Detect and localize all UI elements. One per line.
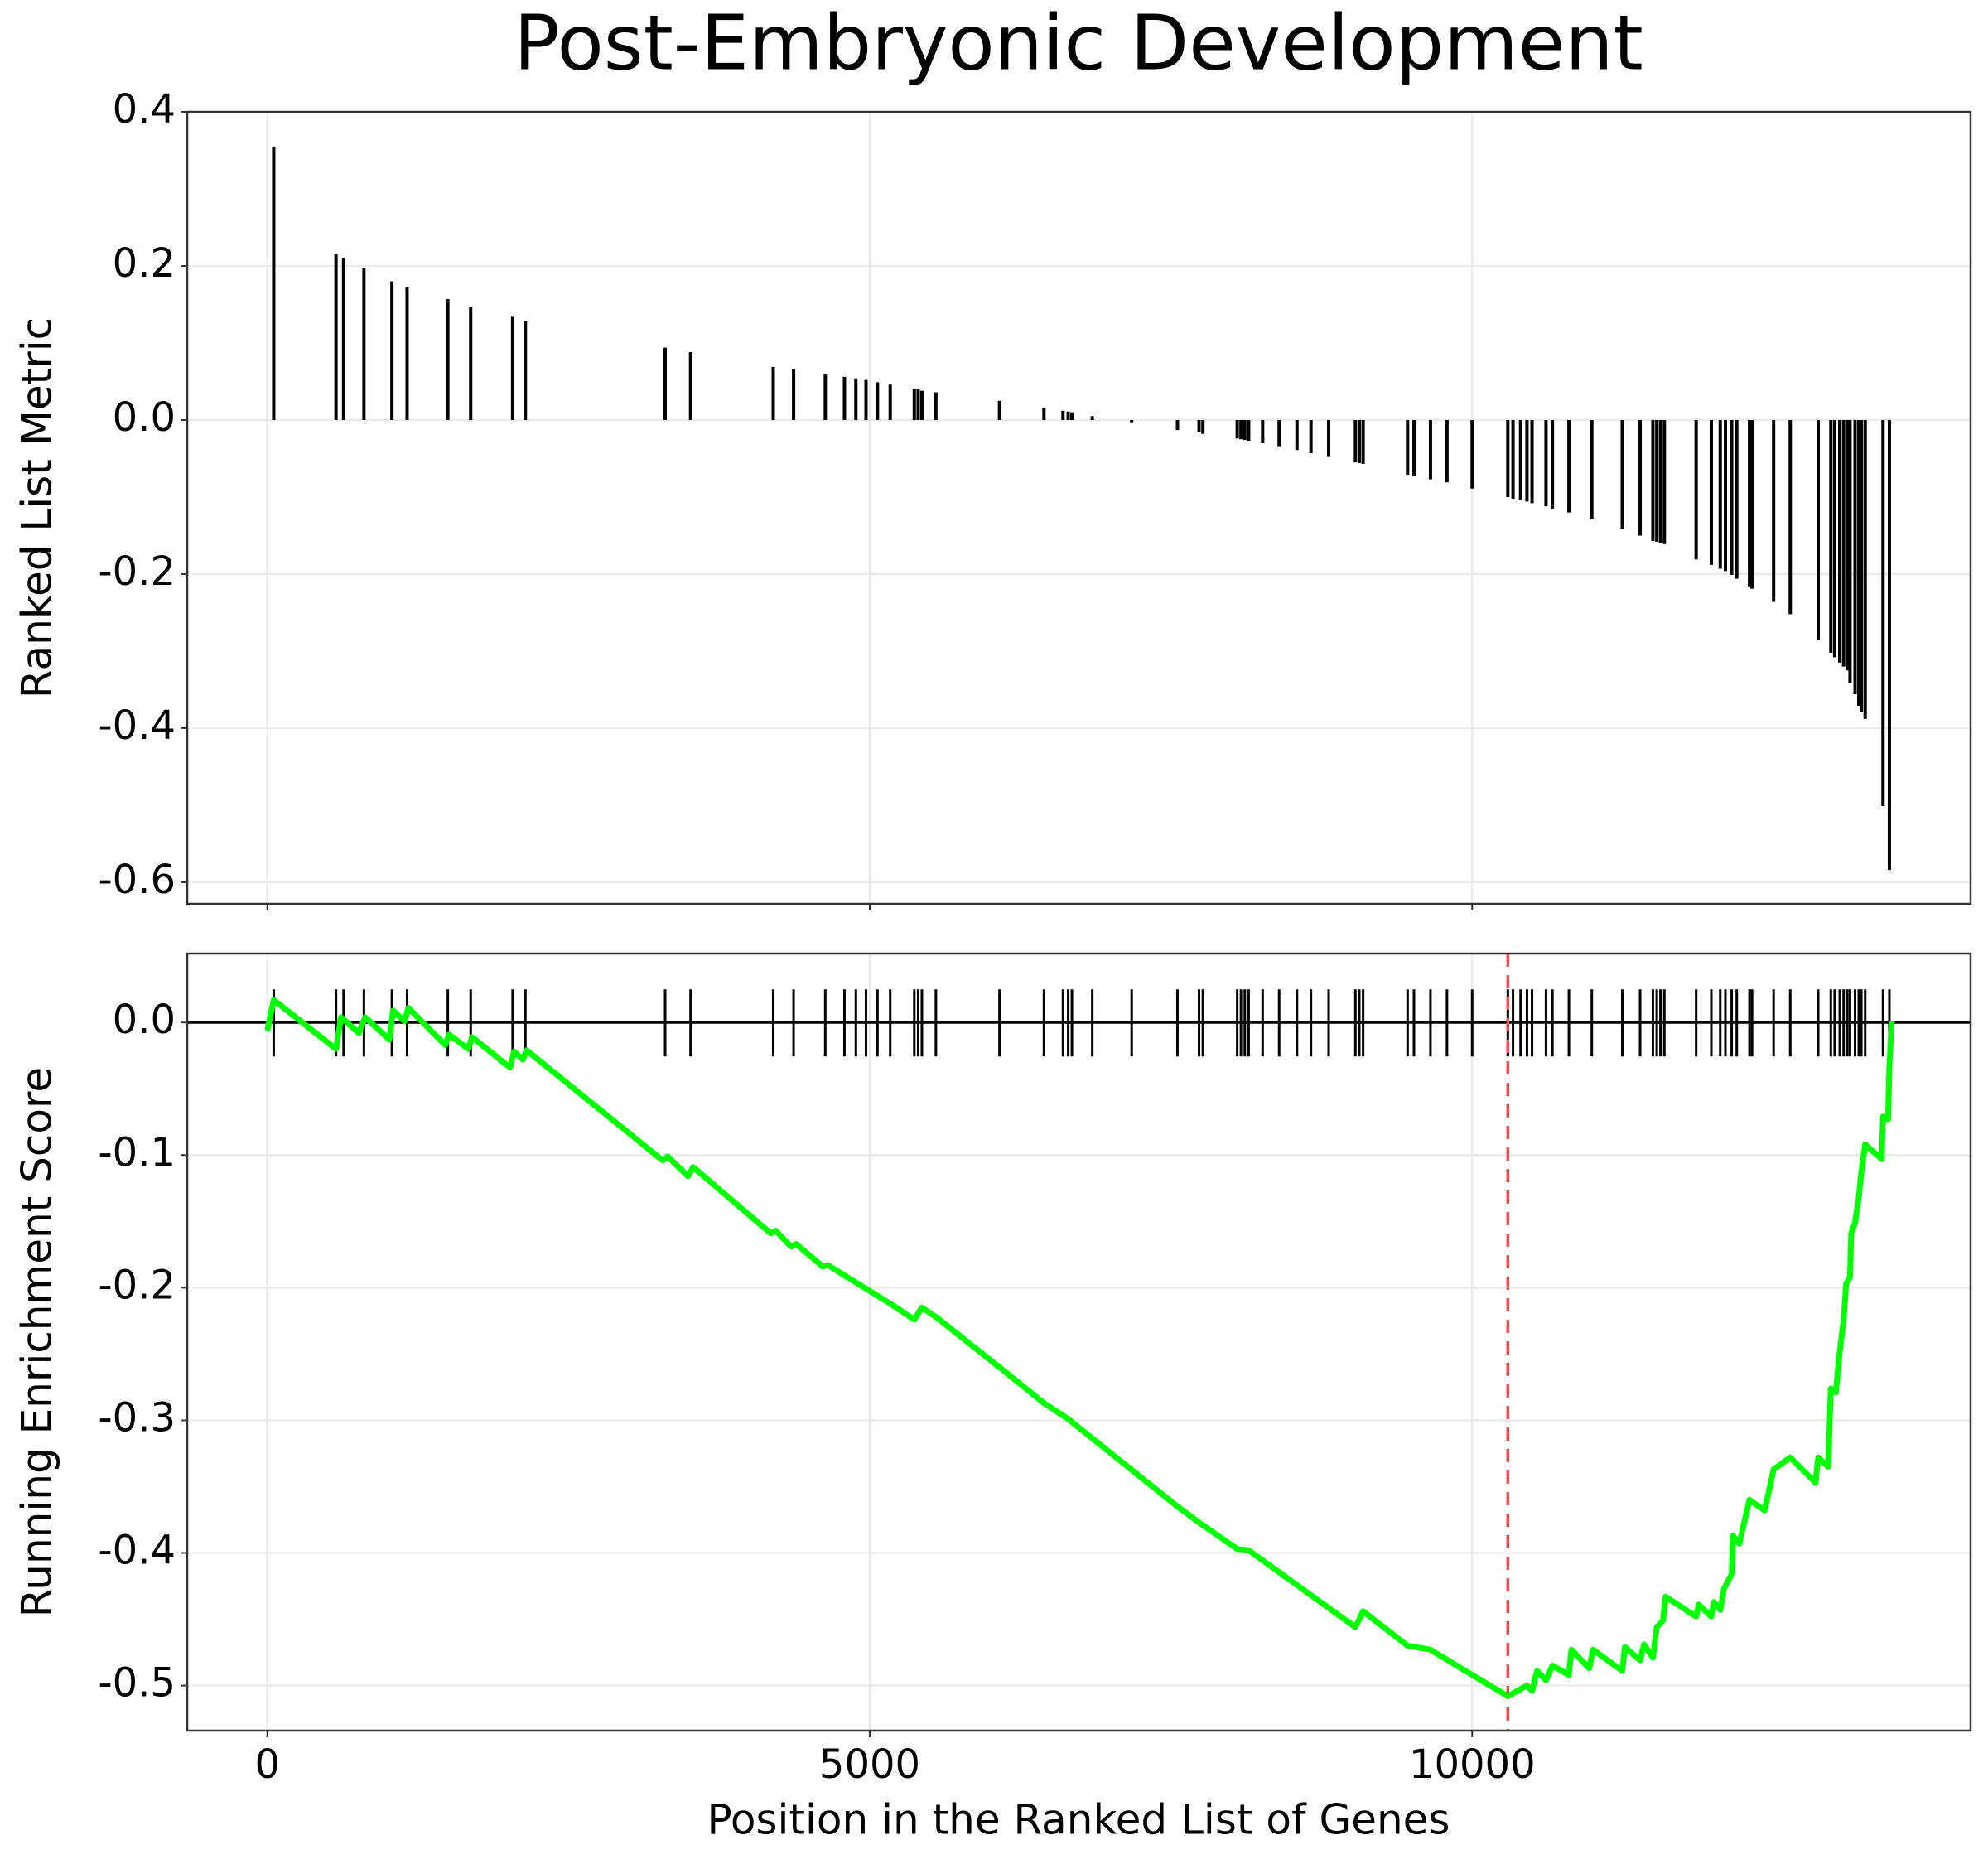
x-axis-title: Position in the Ranked List of Genes (707, 1796, 1450, 1844)
panel-background (187, 112, 1971, 904)
y-tick-label: -0.5 (98, 1660, 176, 1707)
y-tick-label: 0.4 (113, 86, 176, 133)
y-tick-label: -0.2 (98, 1262, 176, 1308)
y-tick-label: -0.3 (98, 1394, 176, 1441)
y-tick-label: 0.0 (113, 394, 176, 441)
panel-background (187, 954, 1971, 1731)
y-axis-title: Running Enrichment Score (13, 1067, 61, 1617)
running-es-line (264, 997, 1895, 1699)
chart-title: Post-Embryonic Development (514, 0, 1643, 87)
panel-border (186, 110, 1972, 905)
y-tick-label: -0.6 (98, 857, 176, 903)
panel-border (186, 952, 1972, 1732)
y-tick-label: -0.1 (98, 1129, 176, 1176)
x-tick-label: 10000 (1409, 1741, 1536, 1788)
y-tick-label: -0.4 (98, 1528, 176, 1574)
y-tick-label: -0.2 (98, 548, 176, 595)
y-tick-label: 0.0 (113, 997, 176, 1043)
x-tick-label: 5000 (819, 1741, 920, 1788)
y-axis-title: Ranked List Metric (13, 317, 61, 698)
x-tick-label: 0 (254, 1741, 280, 1788)
y-tick-label: -0.4 (98, 703, 176, 749)
y-tick-label: 0.2 (113, 240, 176, 287)
